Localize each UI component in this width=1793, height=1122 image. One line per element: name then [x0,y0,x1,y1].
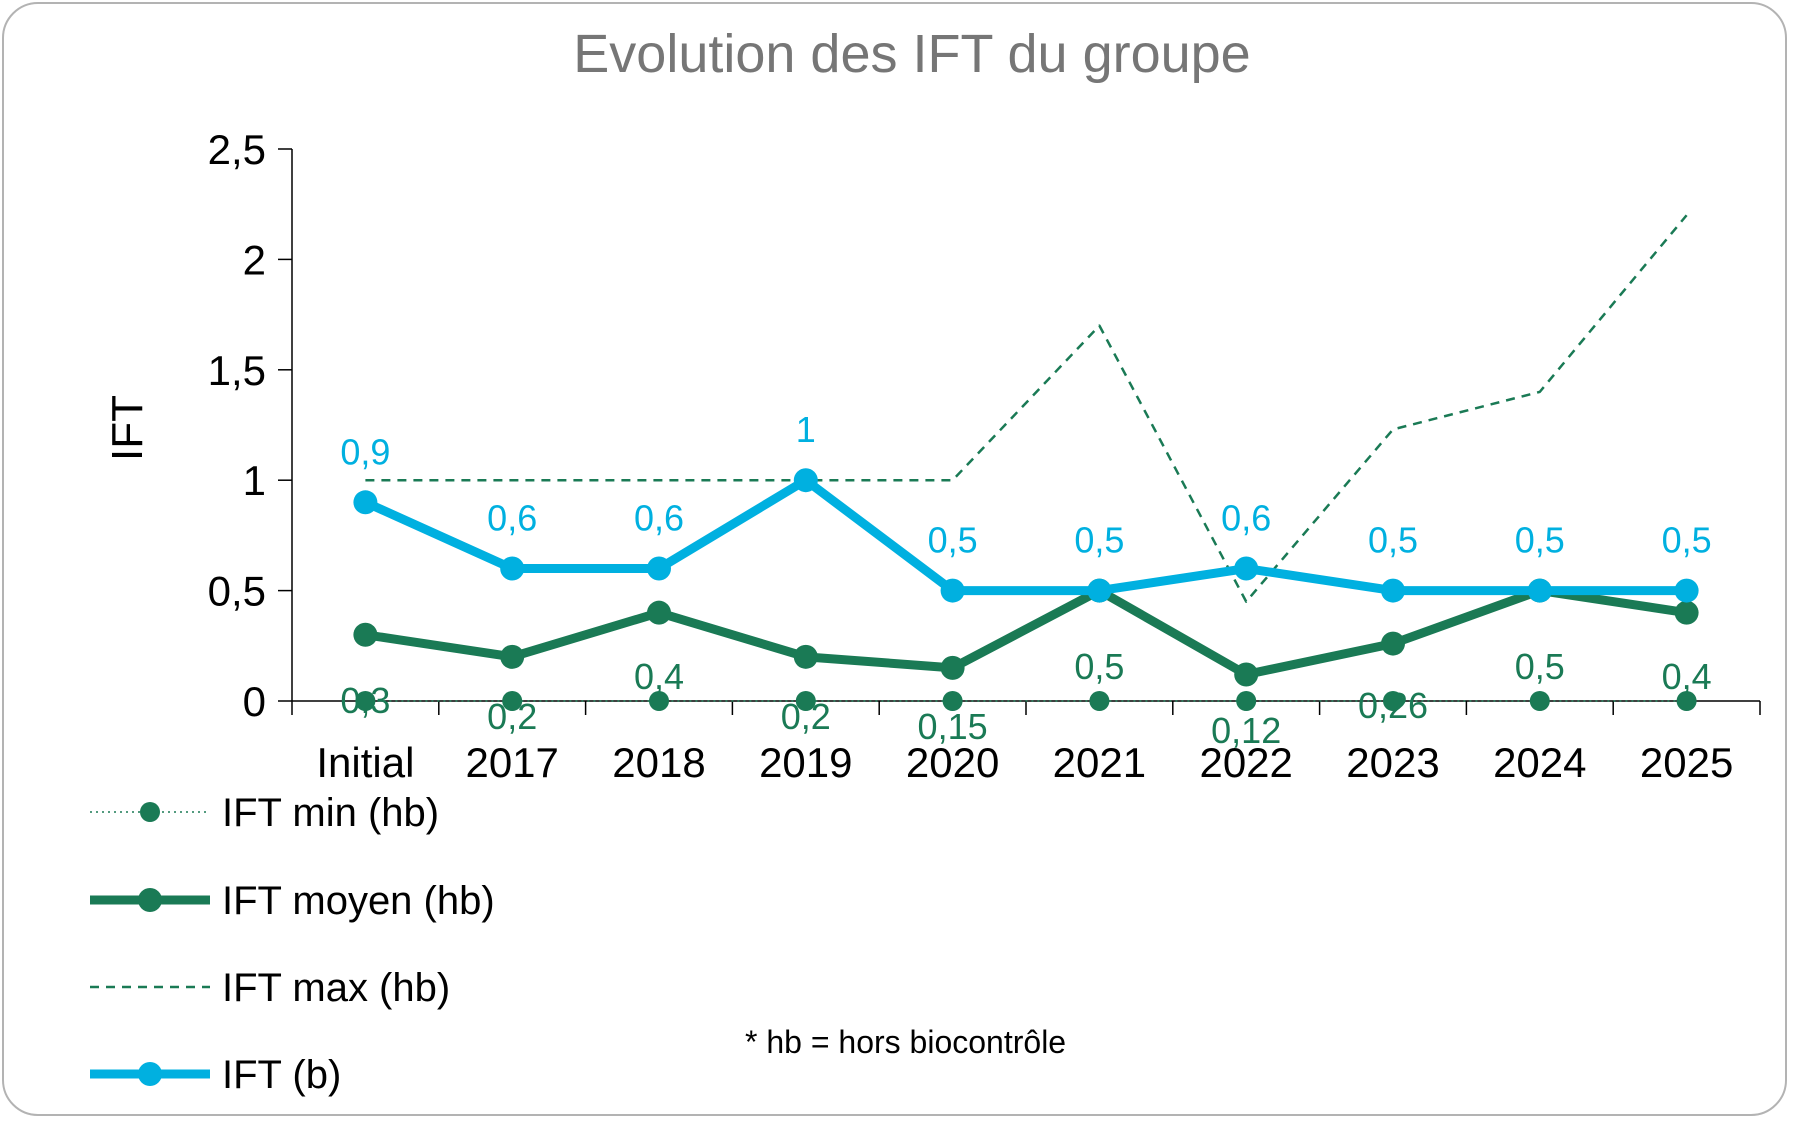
y-axis-label: IFT [103,395,152,461]
y-tick-label: 2,5 [208,126,266,173]
x-tick-label: 2019 [759,739,852,786]
data-label-ift-b: 0,5 [1662,520,1712,561]
data-label-ift-moyen: 0,3 [340,680,390,721]
series-point-0 [1529,691,1550,711]
series-point-1 [940,655,965,680]
series-point-0 [795,691,816,711]
series-point-3 [1381,578,1405,603]
data-label-ift-moyen: 0,2 [781,696,831,737]
data-label-ift-moyen: 0,5 [1074,646,1124,687]
data-label-ift-moyen: 0,26 [1358,685,1428,726]
series-point-0 [355,691,376,711]
y-tick-label: 2 [243,236,266,283]
series-point-1 [1381,631,1405,656]
series-point-3 [1234,556,1259,581]
series-line-1 [364,586,1688,680]
data-label-ift-moyen: 0,2 [487,696,537,737]
x-tick-label: 2024 [1493,739,1586,786]
legend-label-3: IFT (b) [222,1053,341,1097]
series-point-0 [1089,691,1110,711]
series-line-3 [363,475,1687,596]
x-tick-label: 2018 [612,739,705,786]
data-label-ift-b: 0,6 [487,498,537,539]
series-point-3 [793,468,818,493]
series-point-0 [942,691,963,711]
legend-label-0: IFT min (hb) [222,791,439,835]
series-line-2 [365,214,1688,603]
data-label-ift-b: 0,5 [1368,520,1418,561]
series-point-0 [1676,691,1697,711]
x-tick-label: 2021 [1053,739,1146,786]
data-label-ift-moyen: 0,15 [918,706,988,747]
series-point-1 [500,644,525,669]
series-point-0 [1383,691,1403,711]
legend-marker-1 [138,888,162,912]
x-tick-label: 2017 [465,739,558,786]
data-label-ift-b: 0,5 [1515,520,1565,561]
data-label-ift-moyen: 0,12 [1211,710,1281,751]
data-label-ift-b: 0,5 [1074,520,1124,561]
x-tick-label: 2023 [1346,739,1439,786]
series-layer [353,214,1699,711]
x-tick-label: 2025 [1640,739,1733,786]
x-tick-label: 2020 [906,739,999,786]
series-point-0 [1236,691,1257,711]
series-point-1 [793,644,818,669]
series-point-1 [353,622,378,647]
y-tick-label: 0 [243,678,266,725]
chart-title: Evolution des IFT du groupe [573,24,1250,84]
data-labels: 0,3 0,2 0,4 0,2 0,15 0,5 0,12 0,26 0,5 0,4 0,9 0,6 0… [340,409,1711,751]
y-tick-label: 1 [243,457,266,504]
y-tick-label: 1,5 [208,347,266,394]
series-point-3 [1674,578,1699,603]
data-label-ift-moyen: 0,4 [1662,656,1712,697]
data-label-ift-moyen: 0,4 [634,656,684,697]
series-point-0 [649,691,669,711]
legend-label-1: IFT moyen (hb) [222,879,495,923]
data-label-ift-b: 0,9 [340,431,390,472]
series-point-3 [353,490,378,515]
footnote: * hb = hors biocontrôle [745,1024,1066,1060]
series-point-3 [1527,578,1552,603]
series-point-1 [647,600,671,625]
legend-marker-3 [138,1062,162,1086]
data-label-ift-b: 1 [796,409,816,450]
series-point-0 [502,691,523,711]
series-point-1 [1674,600,1699,625]
series-point-3 [647,556,671,581]
series-point-3 [1087,578,1112,603]
data-label-ift-b: 0,6 [634,498,684,539]
y-tick-label: 0,5 [208,568,266,615]
x-tick-label: 2022 [1199,739,1292,786]
series-point-3 [500,556,525,581]
axes: 0 0,5 1 1,5 2 2,5 Initial 2017 2018 2019 2020 2021 2… [208,126,1761,786]
x-tick-label: Initial [316,739,414,786]
legend: IFT min (hb) IFT moyen (hb) IFT max (hb) IF… [90,791,495,1097]
series-point-1 [1234,662,1259,687]
series-point-3 [940,578,965,603]
data-label-ift-b: 0,5 [928,520,978,561]
data-label-ift-b: 0,6 [1221,498,1271,539]
data-label-ift-moyen: 0,5 [1515,646,1565,687]
legend-marker-0 [140,802,160,822]
legend-label-2: IFT max (hb) [222,966,450,1010]
